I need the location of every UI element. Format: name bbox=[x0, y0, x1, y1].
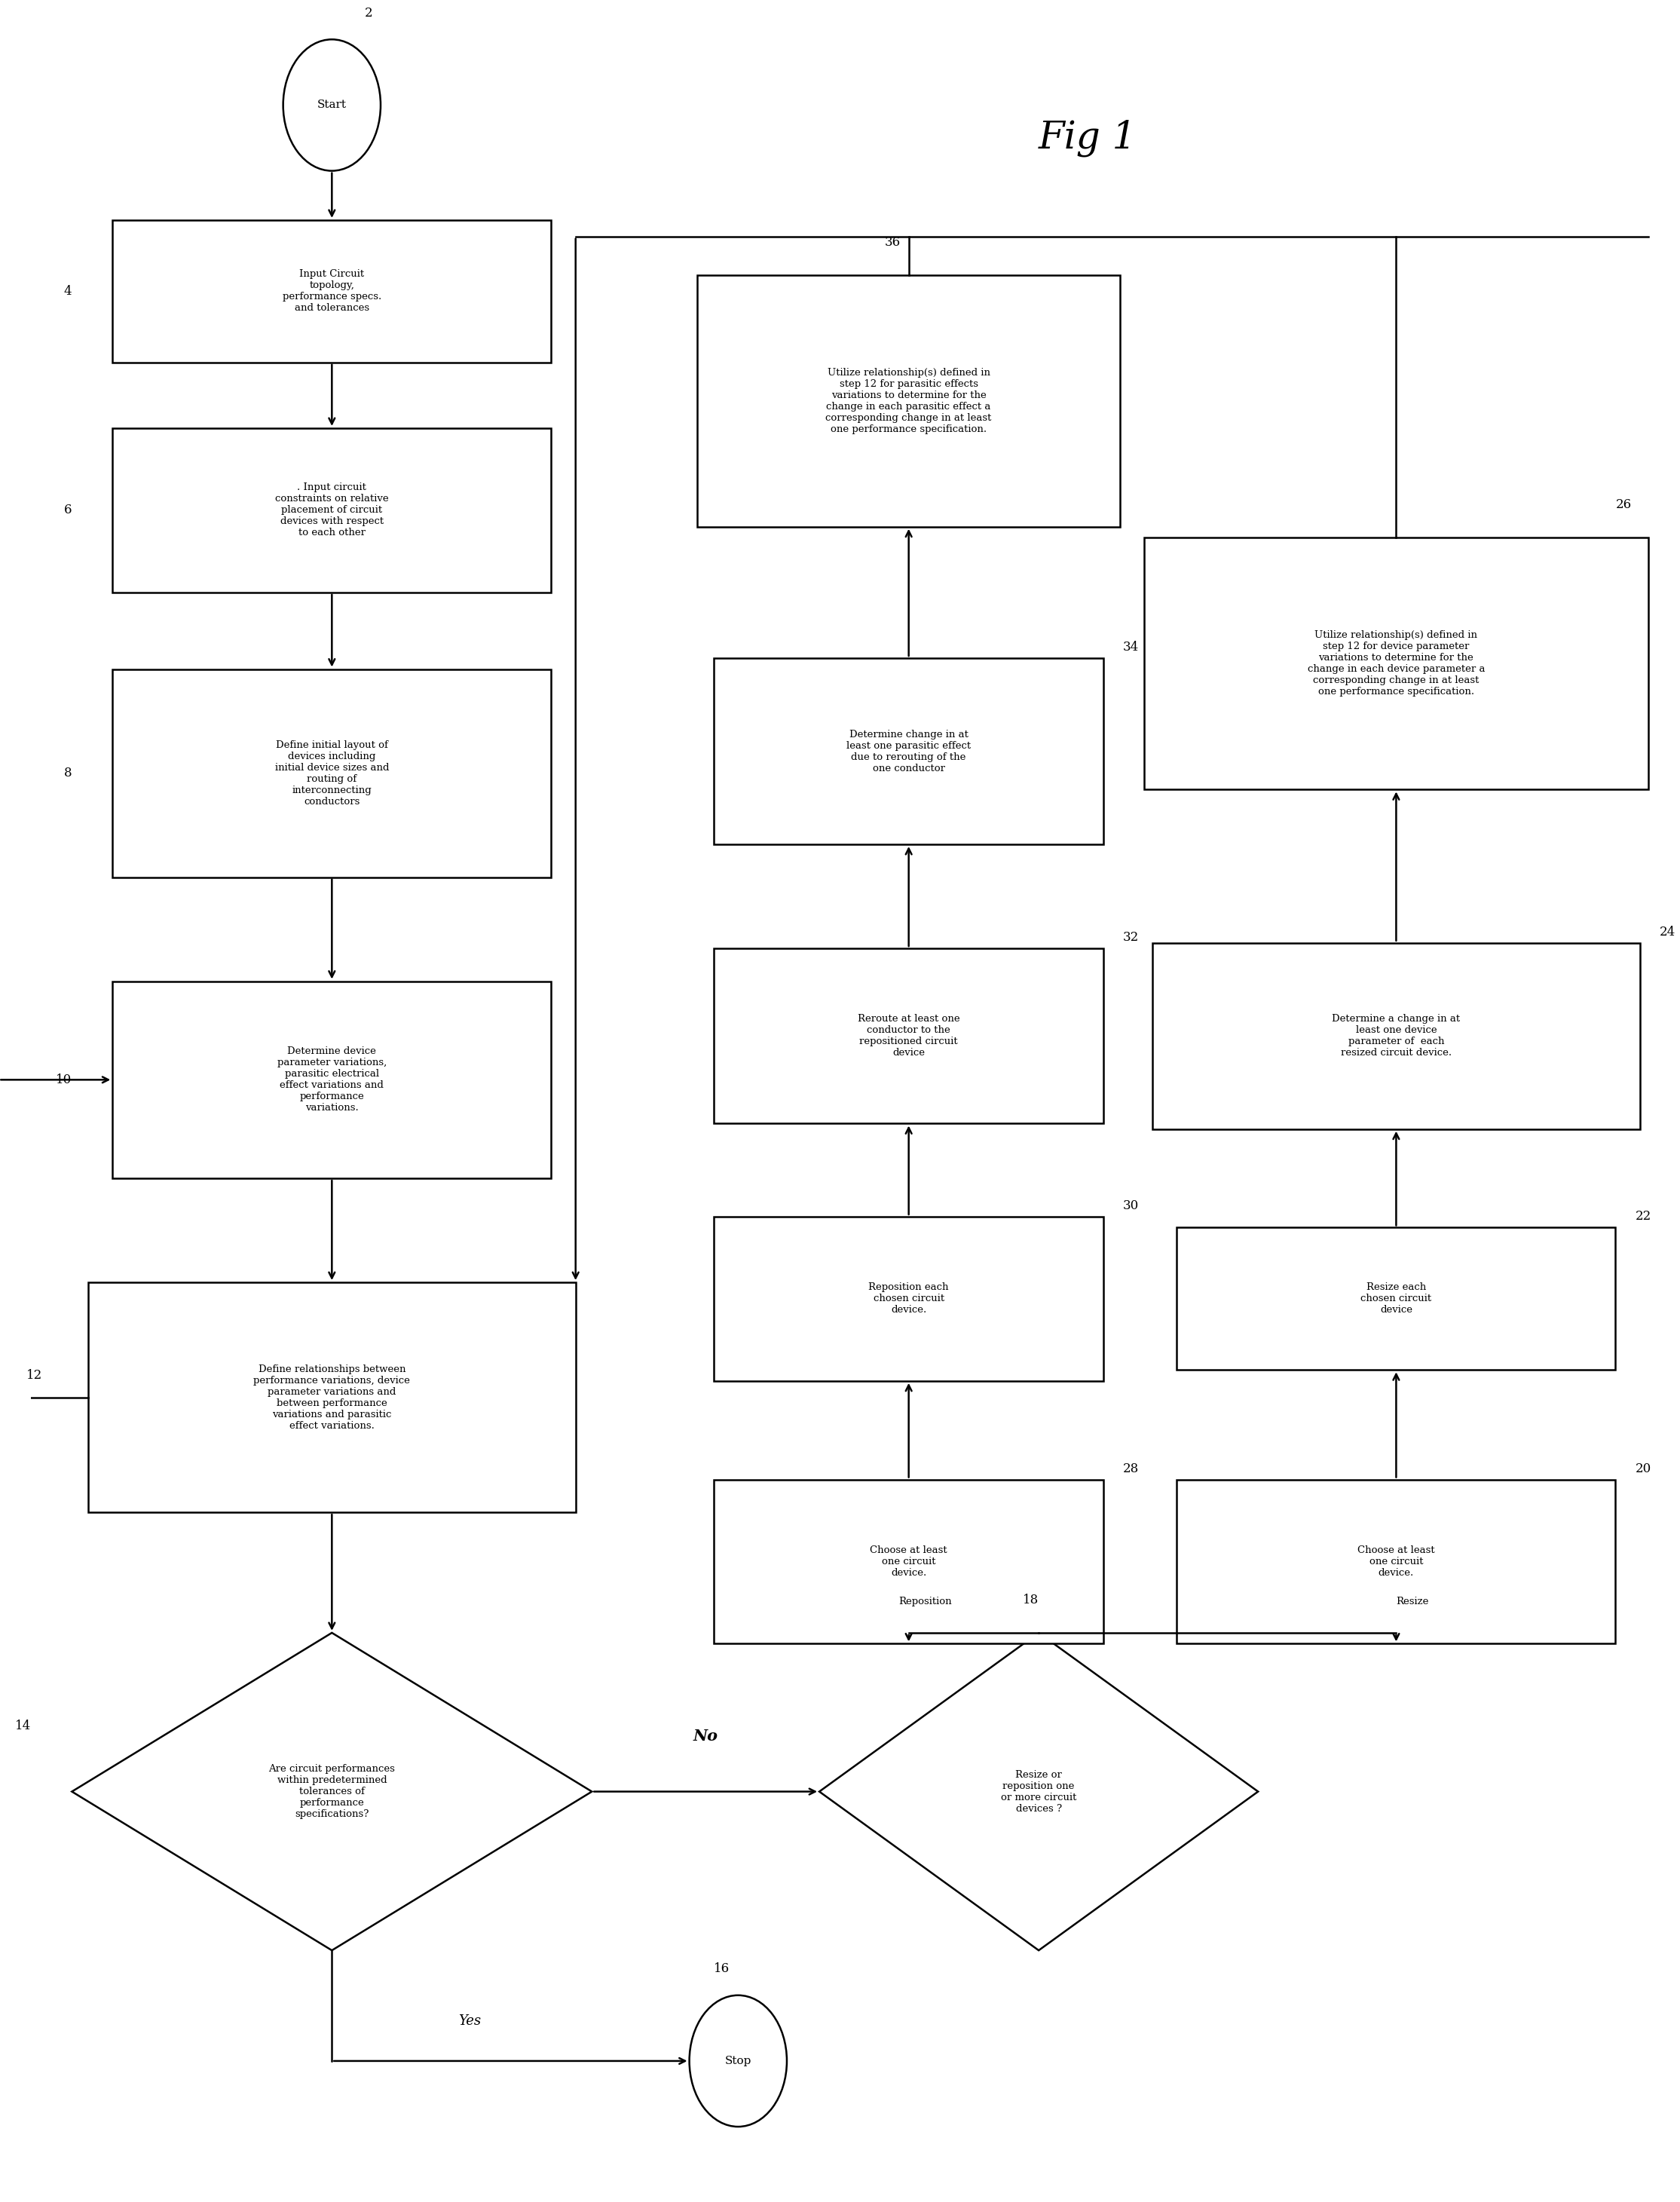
Circle shape bbox=[284, 40, 381, 172]
Circle shape bbox=[689, 1995, 786, 2127]
Text: 6: 6 bbox=[64, 504, 72, 517]
Text: 28: 28 bbox=[1124, 1462, 1139, 1475]
Text: 12: 12 bbox=[27, 1370, 42, 1383]
FancyBboxPatch shape bbox=[1144, 537, 1648, 791]
FancyBboxPatch shape bbox=[697, 275, 1121, 526]
Text: 18: 18 bbox=[1023, 1594, 1038, 1605]
FancyBboxPatch shape bbox=[87, 1282, 576, 1513]
Text: Define initial layout of
devices including
initial device sizes and
routing of
i: Define initial layout of devices includi… bbox=[276, 740, 390, 806]
Text: 30: 30 bbox=[1124, 1200, 1139, 1211]
Text: 10: 10 bbox=[55, 1072, 72, 1086]
Text: 16: 16 bbox=[714, 1962, 729, 1975]
Text: Fig 1: Fig 1 bbox=[1038, 119, 1137, 156]
Text: Resize: Resize bbox=[1396, 1596, 1428, 1607]
FancyBboxPatch shape bbox=[1176, 1227, 1616, 1370]
FancyBboxPatch shape bbox=[1152, 942, 1640, 1130]
Text: 22: 22 bbox=[1635, 1211, 1651, 1222]
Text: Resize or
reposition one
or more circuit
devices ?: Resize or reposition one or more circuit… bbox=[1001, 1770, 1077, 1814]
FancyBboxPatch shape bbox=[113, 982, 551, 1178]
Text: Determine change in at
least one parasitic effect
due to rerouting of the
one co: Determine change in at least one parasit… bbox=[847, 729, 971, 773]
FancyBboxPatch shape bbox=[113, 220, 551, 363]
FancyBboxPatch shape bbox=[113, 427, 551, 592]
Text: 26: 26 bbox=[1616, 498, 1631, 511]
FancyBboxPatch shape bbox=[1176, 1480, 1616, 1643]
Text: Determine a change in at
least one device
parameter of  each
resized circuit dev: Determine a change in at least one devic… bbox=[1332, 1015, 1460, 1057]
Text: 20: 20 bbox=[1635, 1462, 1651, 1475]
Text: No: No bbox=[694, 1729, 717, 1744]
Text: Reroute at least one
conductor to the
repositioned circuit
device: Reroute at least one conductor to the re… bbox=[857, 1015, 959, 1057]
Text: Define relationships between
performance variations, device
parameter variations: Define relationships between performance… bbox=[254, 1365, 410, 1431]
Polygon shape bbox=[820, 1634, 1258, 1951]
Text: 24: 24 bbox=[1660, 925, 1675, 938]
Text: Start: Start bbox=[318, 99, 346, 110]
FancyBboxPatch shape bbox=[714, 658, 1104, 843]
Text: 32: 32 bbox=[1124, 931, 1139, 945]
FancyBboxPatch shape bbox=[714, 1218, 1104, 1381]
Text: 8: 8 bbox=[64, 766, 72, 780]
Text: Reposition each
chosen circuit
device.: Reposition each chosen circuit device. bbox=[869, 1282, 949, 1315]
Text: 36: 36 bbox=[884, 236, 900, 249]
Text: Choose at least
one circuit
device.: Choose at least one circuit device. bbox=[870, 1546, 948, 1579]
Text: 14: 14 bbox=[15, 1720, 32, 1733]
Text: Resize each
chosen circuit
device: Resize each chosen circuit device bbox=[1361, 1282, 1431, 1315]
Text: Reposition: Reposition bbox=[899, 1596, 951, 1607]
Text: Utilize relationship(s) defined in
step 12 for parasitic effects
variations to d: Utilize relationship(s) defined in step … bbox=[825, 368, 991, 434]
FancyBboxPatch shape bbox=[714, 949, 1104, 1123]
Text: Choose at least
one circuit
device.: Choose at least one circuit device. bbox=[1357, 1546, 1435, 1579]
Text: Stop: Stop bbox=[724, 2057, 751, 2065]
Text: Input Circuit
topology,
performance specs.
and tolerances: Input Circuit topology, performance spec… bbox=[282, 269, 381, 313]
Text: Determine device
parameter variations,
parasitic electrical
effect variations an: Determine device parameter variations, p… bbox=[277, 1046, 386, 1112]
Text: Are circuit performances
within predetermined
tolerances of
performance
specific: Are circuit performances within predeter… bbox=[269, 1764, 395, 1819]
Text: Utilize relationship(s) defined in
step 12 for device parameter
variations to de: Utilize relationship(s) defined in step … bbox=[1307, 630, 1485, 696]
FancyBboxPatch shape bbox=[714, 1480, 1104, 1643]
Text: 34: 34 bbox=[1124, 641, 1139, 654]
Text: Yes: Yes bbox=[459, 2015, 482, 2028]
FancyBboxPatch shape bbox=[113, 669, 551, 876]
Text: 2: 2 bbox=[365, 7, 373, 20]
Text: . Input circuit
constraints on relative
placement of circuit
devices with respec: . Input circuit constraints on relative … bbox=[276, 482, 388, 537]
Text: 4: 4 bbox=[64, 284, 72, 297]
Polygon shape bbox=[72, 1634, 591, 1951]
